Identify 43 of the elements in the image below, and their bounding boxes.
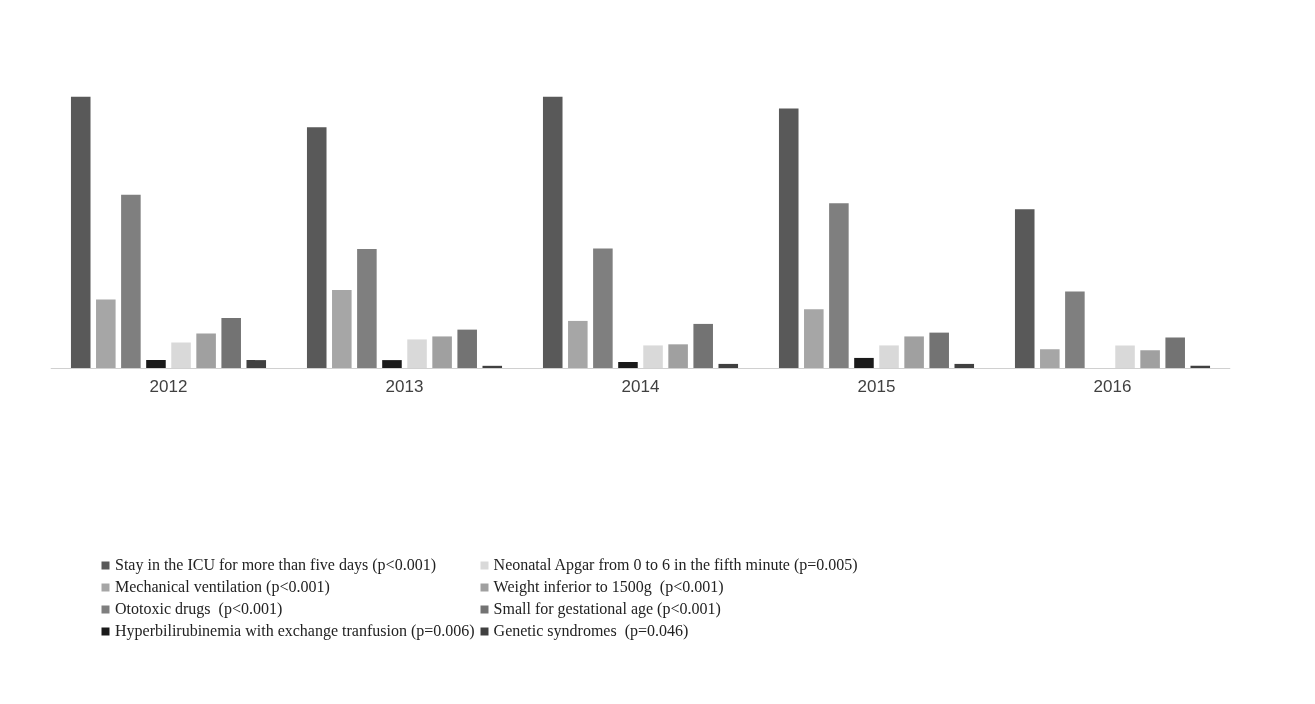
bar	[382, 360, 402, 369]
x-tick-label: 2015	[857, 376, 896, 396]
legend-label: Stay in the ICU for more than five days (p<0.001)	[115, 556, 436, 574]
bar	[306, 127, 327, 369]
bar	[693, 323, 713, 369]
bar	[146, 360, 166, 369]
bar	[221, 317, 241, 369]
bar	[542, 96, 563, 369]
bar	[668, 344, 688, 369]
bar	[457, 329, 477, 369]
bar	[804, 309, 824, 369]
x-tick-label: 2014	[621, 376, 660, 396]
bar	[96, 299, 116, 369]
legend-label: Genetic syndromes (p=0.046)	[493, 622, 689, 640]
bar	[778, 108, 799, 369]
bar	[121, 194, 141, 369]
x-tick-label: 2012	[149, 376, 188, 396]
legend-label: Hyperbilirubinemia with exchange tranfusion (p=0.006)	[115, 622, 475, 640]
bar	[1140, 350, 1160, 369]
bar	[1065, 291, 1085, 369]
legend-label: Weight inferior to 1500g (p<0.001)	[493, 578, 724, 596]
bar	[1165, 337, 1185, 369]
x-tick-label: 2016	[1093, 376, 1132, 396]
bar	[1014, 209, 1035, 369]
bar	[196, 333, 216, 369]
bar	[854, 357, 874, 369]
x-tick-label: 2013	[385, 376, 424, 396]
bar	[70, 96, 91, 369]
legend-label: Mechanical ventilation (p<0.001)	[115, 578, 330, 596]
bar	[432, 336, 452, 369]
bar	[929, 332, 949, 369]
bar	[568, 320, 588, 369]
legend-label: Neonatal Apgar from 0 to 6 in the fifth minute (p=0.005)	[493, 556, 858, 574]
bar	[904, 336, 924, 369]
bar	[593, 248, 613, 369]
bar	[829, 203, 849, 369]
legend-label: Ototoxic drugs (p<0.001)	[115, 600, 283, 618]
bar	[357, 249, 377, 369]
bar	[1040, 349, 1060, 369]
bar	[618, 362, 638, 369]
bar	[246, 360, 267, 369]
bar	[332, 289, 352, 369]
legend-label: Small for gestational age (p<0.001)	[493, 600, 721, 618]
